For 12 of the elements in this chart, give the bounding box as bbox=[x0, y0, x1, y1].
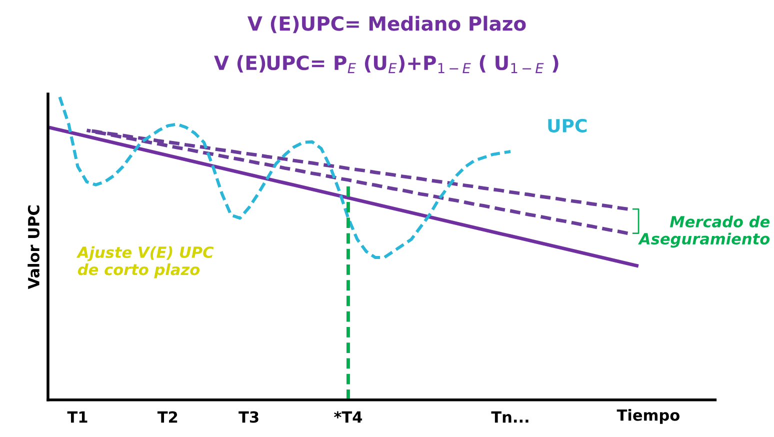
annotation: Ajuste V(E) UPC de corto plazo bbox=[76, 246, 214, 278]
chart-title: V (E)UPC= Mediano Plazo bbox=[248, 16, 526, 34]
x-tick-label: T3 bbox=[238, 411, 258, 423]
text: V (E)UPC= P$_{E}$ (U$_{E}$)+P$_{1−E}$ ( U$_{1−E}$ ) bbox=[214, 55, 558, 74]
y-axis-title: Valor UPC bbox=[28, 206, 40, 290]
x-tick-label: Tn... bbox=[491, 411, 528, 423]
x-tick-label: T1 bbox=[67, 411, 88, 423]
x-tick-label: T2 bbox=[157, 411, 178, 423]
annotation: Mercado de Aseguramiento bbox=[638, 216, 770, 248]
x-tick-label: *T4 bbox=[334, 411, 362, 423]
text: UPC bbox=[548, 118, 587, 133]
x-axis-title: Tiempo bbox=[616, 409, 680, 424]
